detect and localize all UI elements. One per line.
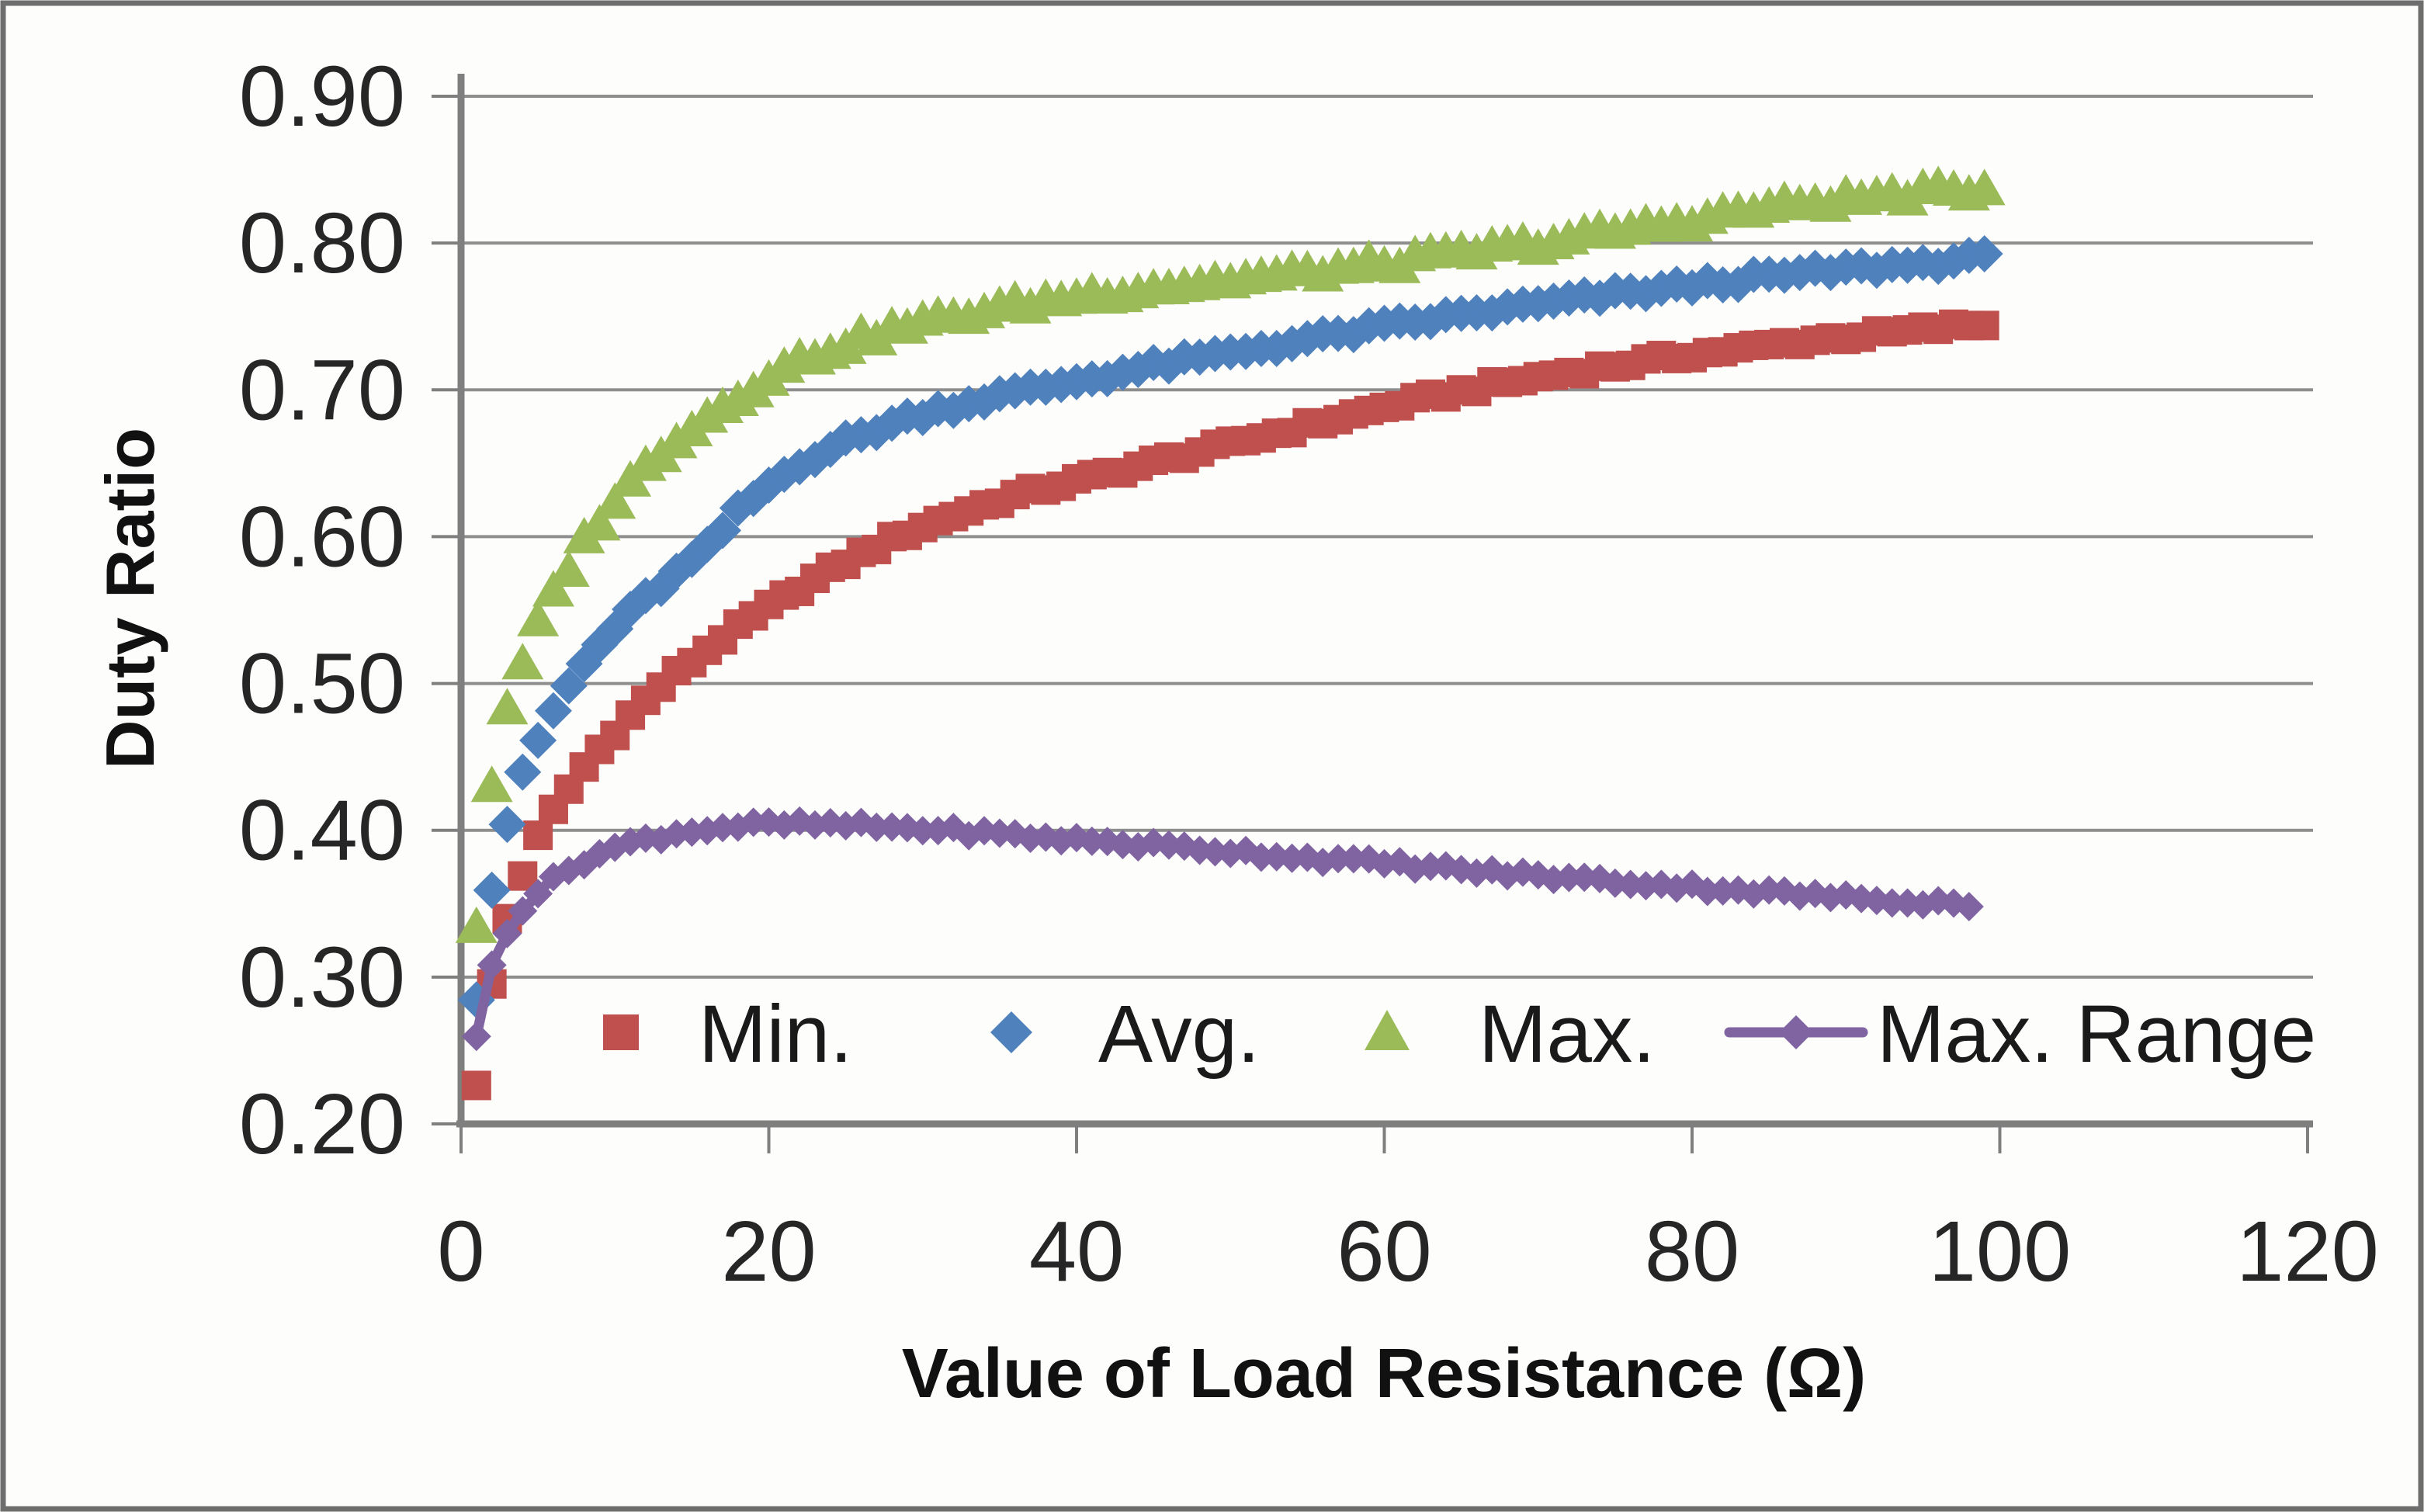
data-point-marker: [704, 512, 742, 550]
data-point-marker: [1566, 276, 1604, 314]
data-point-marker: [547, 550, 590, 587]
y-tick-label: 0.30: [239, 930, 405, 1025]
data-point-marker: [488, 806, 526, 844]
data-point-marker: [461, 1021, 491, 1052]
data-point-marker: [550, 667, 588, 705]
data-point-marker: [1963, 168, 2006, 206]
data-point-marker: [1569, 862, 1600, 893]
data-point-marker: [504, 753, 542, 791]
legend-marker-icon: [990, 1011, 1032, 1053]
y-axis-title: Duty Ratio: [92, 428, 168, 769]
data-point-marker: [1415, 851, 1445, 882]
legend-item-avg: Avg.: [990, 989, 1260, 1080]
data-point-marker: [907, 816, 938, 846]
data-point-marker: [1969, 310, 1999, 341]
data-point-marker: [455, 906, 498, 943]
x-tick-label: 120: [2236, 1204, 2379, 1299]
x-tick-label: 100: [1929, 1204, 2072, 1299]
legend-marker-icon: [1365, 1010, 1410, 1050]
data-point-marker: [477, 950, 507, 980]
data-point-marker: [517, 599, 560, 636]
legend-item-max-range: Max. Range: [1724, 989, 2316, 1080]
y-tick-label: 0.70: [239, 342, 405, 438]
y-tick-label: 0.40: [239, 783, 405, 879]
data-point-marker: [1323, 844, 1354, 874]
data-point-marker: [486, 688, 529, 725]
series-avg: [457, 235, 2003, 1019]
legend-label: Avg.: [1098, 989, 1260, 1080]
data-point-marker: [470, 765, 513, 803]
legend-item-min: Min.: [603, 989, 852, 1080]
series-max: [455, 165, 2006, 943]
data-point-marker: [519, 721, 557, 759]
data-point-marker: [492, 918, 522, 948]
y-tick-label: 0.50: [239, 636, 405, 732]
data-point-marker: [532, 570, 574, 607]
data-point-marker: [984, 818, 1014, 848]
x-axis-title: Value of Load Resistance (Ω): [902, 1335, 1866, 1413]
data-point-marker: [501, 643, 544, 680]
legend-marker-icon: [603, 1014, 639, 1050]
data-point-marker: [1554, 862, 1584, 893]
data-point-marker: [1246, 842, 1276, 872]
axes: [432, 74, 2313, 1153]
data-point-marker: [594, 482, 636, 519]
data-point-marker: [1338, 844, 1368, 874]
series-min: [461, 309, 1999, 1101]
x-tick-label: 40: [1029, 1204, 1124, 1299]
y-tick-label: 0.60: [239, 489, 405, 584]
legend: Min. Avg. Max. Max. Range: [603, 989, 2316, 1080]
data-point-marker: [461, 1070, 491, 1101]
data-point-marker: [862, 812, 892, 842]
data-point-marker: [473, 871, 511, 909]
data-point-marker: [1692, 876, 1722, 907]
series-max-range: [461, 806, 1984, 1052]
data-point-marker: [1077, 826, 1107, 856]
data-point-marker: [508, 896, 538, 926]
x-tick-label: 20: [721, 1204, 816, 1299]
data-point-marker: [523, 879, 553, 909]
data-point-marker: [738, 807, 768, 837]
y-tick-label: 0.90: [239, 49, 405, 144]
data-point-marker: [708, 813, 738, 843]
data-point-marker: [1877, 888, 1907, 918]
legend-label: Max.: [1479, 989, 1656, 1080]
legend-item-max: Max.: [1365, 989, 1656, 1080]
x-tick-label: 0: [437, 1204, 484, 1299]
data-point-marker: [523, 820, 553, 851]
y-tick-labels: 0.20 0.30 0.40 0.50 0.60 0.70 0.80 0.90: [239, 49, 405, 1172]
y-tick-label: 0.20: [239, 1077, 405, 1172]
data-point-marker: [534, 692, 572, 730]
data-point-marker: [1954, 892, 1984, 922]
legend-label: Max. Range: [1877, 989, 2316, 1080]
y-tick-label: 0.80: [239, 196, 405, 291]
x-tick-label: 60: [1337, 1204, 1431, 1299]
x-tick-labels: 0 20 40 60 80 100 120: [437, 1204, 2378, 1299]
legend-marker-icon: [1779, 1015, 1813, 1049]
legend-label: Min.: [699, 989, 852, 1080]
data-point-marker: [1965, 235, 2003, 273]
x-tick-label: 80: [1645, 1204, 1739, 1299]
data-point-marker: [578, 504, 621, 541]
